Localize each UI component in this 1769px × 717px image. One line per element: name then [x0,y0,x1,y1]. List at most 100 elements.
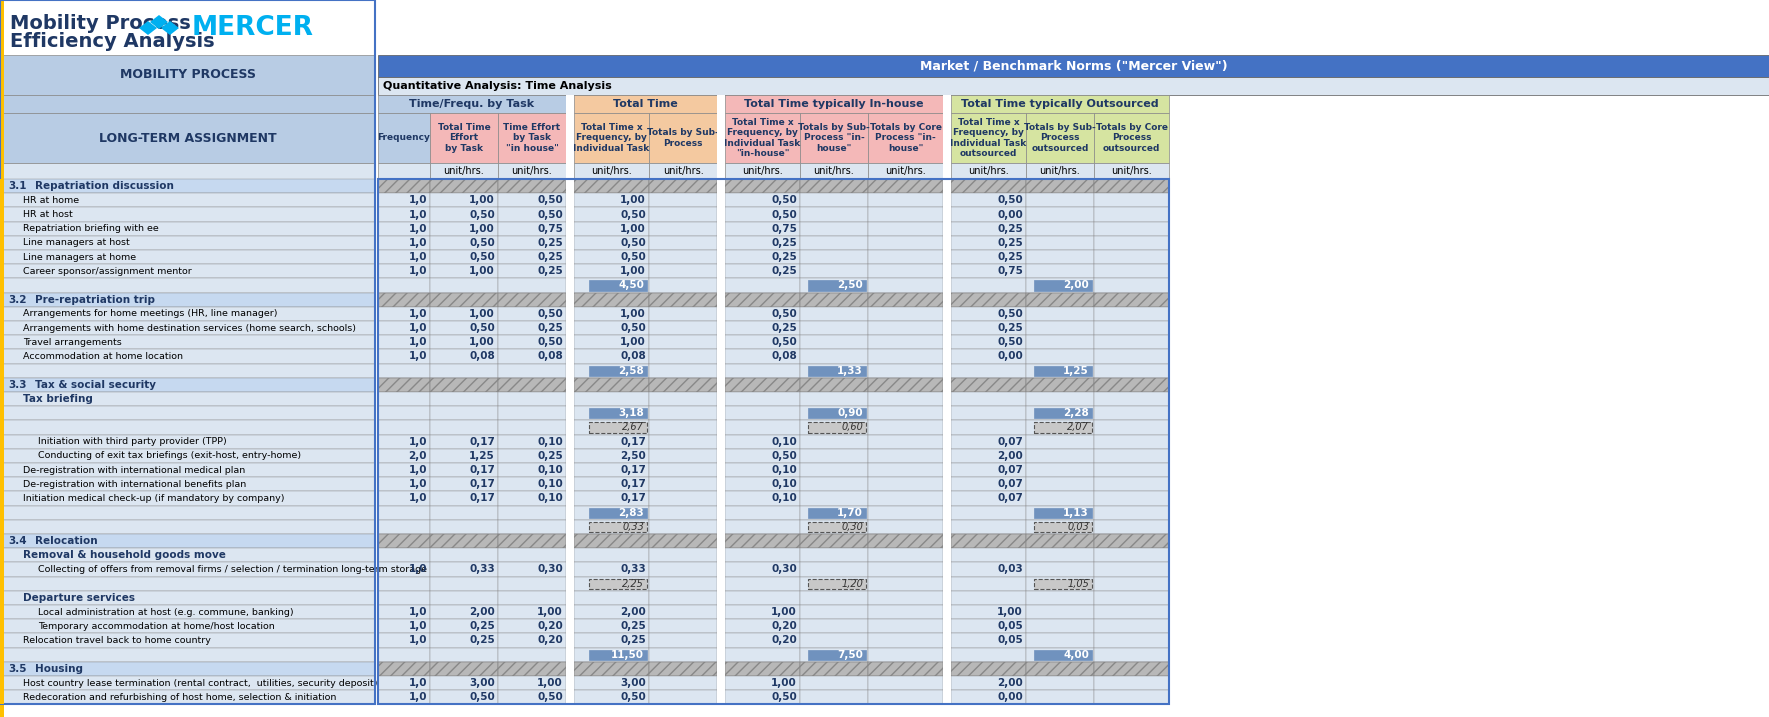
Bar [573,378,649,392]
Bar [952,534,1026,549]
Bar [499,435,566,449]
Bar [943,591,952,605]
Bar [725,662,800,676]
Bar [869,278,943,293]
Text: 1,00: 1,00 [998,607,1022,617]
Bar [808,366,867,376]
Bar [800,478,869,491]
Bar [0,435,375,449]
Text: 0,10: 0,10 [771,465,798,475]
Bar [430,562,499,576]
Bar [573,576,649,591]
Bar [649,676,716,690]
Bar [573,321,649,336]
Text: 0,08: 0,08 [621,351,646,361]
Text: 2,00: 2,00 [998,678,1022,688]
Text: 1,00: 1,00 [621,224,646,234]
Bar [800,193,869,207]
Bar [1093,676,1169,690]
Bar [800,307,869,321]
Bar [566,392,573,407]
Bar [573,307,649,321]
Bar [943,222,952,236]
Bar [1026,392,1093,407]
Bar [716,222,725,236]
Bar [379,236,430,250]
Text: Tax & social security: Tax & social security [35,380,156,390]
Bar [649,491,716,505]
Bar [430,435,499,449]
Bar [952,676,1026,690]
Bar [566,95,573,113]
Text: HR at home: HR at home [23,196,80,205]
Bar [566,520,573,534]
Bar [725,321,800,336]
Bar [1026,336,1093,349]
Bar [566,435,573,449]
Bar [1093,463,1169,478]
Bar [1093,307,1169,321]
Bar [0,250,375,264]
Bar [869,236,943,250]
Bar [800,207,869,222]
Bar [0,113,375,163]
Bar [725,647,800,662]
Bar [1026,690,1093,704]
Bar [499,364,566,378]
Text: Total Time x
Frequency, by
Individual Task: Total Time x Frequency, by Individual Ta… [573,123,649,153]
Bar [1026,449,1093,463]
Text: 0,50: 0,50 [998,309,1022,319]
Bar [716,676,725,690]
Bar [379,591,430,605]
Bar [379,349,430,364]
Bar [725,236,800,250]
Text: Total Time x
Frequency, by
Individual Task
"in-house": Total Time x Frequency, by Individual Ta… [724,118,801,158]
Bar [499,378,566,392]
Text: 0,25: 0,25 [998,238,1022,248]
Bar [573,392,649,407]
Bar [800,336,869,349]
Bar [943,264,952,278]
Text: 0,50: 0,50 [469,238,495,248]
Bar [725,95,943,113]
Text: 0,10: 0,10 [771,479,798,489]
Bar [952,478,1026,491]
Text: 0,17: 0,17 [469,493,495,503]
Bar [943,647,952,662]
Bar [716,336,725,349]
Bar [499,633,566,647]
Text: Career sponsor/assignment mentor: Career sponsor/assignment mentor [23,267,191,276]
Text: 0,30: 0,30 [771,564,798,574]
Bar [1093,690,1169,704]
Bar [800,576,869,591]
Bar [430,463,499,478]
Text: 1,0: 1,0 [409,323,426,333]
Text: Arrangements with home destination services (home search, schools): Arrangements with home destination servi… [23,323,356,333]
Bar [943,336,952,349]
Text: unit/hrs.: unit/hrs. [663,166,704,176]
Text: 0,10: 0,10 [538,493,563,503]
Bar [1093,435,1169,449]
Text: Total Time x
Frequency, by
Individual Task
outsourced: Total Time x Frequency, by Individual Ta… [950,118,1026,158]
Bar [800,520,869,534]
Bar [649,562,716,576]
Bar [499,392,566,407]
Text: 2,67: 2,67 [623,422,644,432]
Bar [943,562,952,576]
Bar [430,505,499,520]
Text: Line managers at host: Line managers at host [23,238,129,247]
Bar [952,505,1026,520]
Text: 0,50: 0,50 [771,195,798,205]
Bar [573,349,649,364]
Text: 0,00: 0,00 [998,209,1022,219]
Bar [649,349,716,364]
Bar [725,407,800,420]
Bar [1093,647,1169,662]
Bar [800,392,869,407]
Text: 0,25: 0,25 [538,323,563,333]
Bar [430,179,499,193]
Bar [716,420,725,435]
Bar [800,293,869,307]
Bar [952,307,1026,321]
Text: 0,17: 0,17 [621,493,646,503]
